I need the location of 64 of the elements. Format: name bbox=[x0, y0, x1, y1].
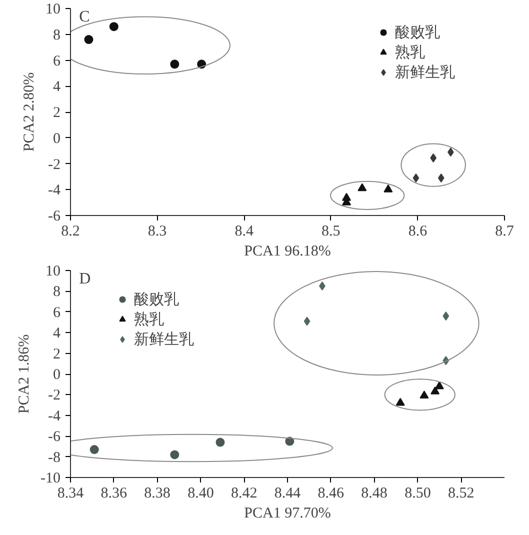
x-tick-label: 8.2 bbox=[61, 224, 80, 240]
point bbox=[412, 173, 420, 182]
y-tick-label: 2 bbox=[53, 105, 60, 121]
x-tick-label: 8.52 bbox=[448, 486, 474, 502]
y-tick-label: 2 bbox=[53, 346, 60, 362]
x-tick-label: 8.42 bbox=[230, 486, 258, 502]
x-tick-label: 8.3 bbox=[148, 224, 167, 240]
y-tick-label: -4 bbox=[48, 182, 61, 199]
y-tick-label: 6 bbox=[53, 53, 61, 70]
x-tick-label: 8.4 bbox=[234, 224, 254, 240]
y-tick-label: -6 bbox=[48, 429, 61, 446]
point bbox=[216, 438, 225, 447]
x-tick-label: 8.36 bbox=[100, 486, 128, 502]
x-tick-label: 8.44 bbox=[274, 486, 302, 502]
point bbox=[438, 173, 444, 182]
point bbox=[430, 386, 440, 394]
y-tick-label: -6 bbox=[48, 208, 61, 224]
legend-label: 酸败乳 bbox=[395, 22, 441, 42]
point bbox=[434, 381, 444, 390]
annotation: D bbox=[79, 270, 91, 288]
x-tick-label: 8.7 bbox=[495, 224, 514, 240]
point bbox=[396, 398, 405, 406]
x-tick-label: 8.34 bbox=[57, 486, 84, 502]
annotation: C bbox=[79, 8, 90, 26]
point bbox=[90, 445, 99, 454]
x-tick-label: 8.6 bbox=[408, 224, 428, 240]
y-tick-label: -8 bbox=[48, 450, 61, 466]
y-tick-label: -2 bbox=[48, 388, 61, 404]
point bbox=[170, 450, 180, 460]
x-tick-label: 8.38 bbox=[144, 486, 170, 502]
y-tick-label: 8 bbox=[53, 27, 60, 44]
y-tick-label: -2 bbox=[48, 156, 61, 173]
y-axis-title: PCA2 1.86% bbox=[16, 334, 33, 414]
y-axis-title: PCA2 2.80% bbox=[22, 72, 38, 152]
legend-label: 新鲜生乳 bbox=[395, 62, 456, 82]
y-tick-label: 10 bbox=[46, 2, 60, 18]
y-tick-label: 6 bbox=[53, 304, 61, 321]
point bbox=[384, 184, 393, 192]
legend-label: 熟乳 bbox=[395, 42, 426, 62]
point bbox=[109, 22, 118, 32]
point bbox=[170, 60, 180, 69]
x-tick-label: 8.46 bbox=[318, 486, 345, 502]
y-tick-label: 0 bbox=[53, 130, 60, 147]
y-tick-label: 10 bbox=[46, 264, 60, 280]
y-tick-label: -10 bbox=[40, 470, 61, 486]
x-tick-label: 8.48 bbox=[361, 486, 388, 502]
y-tick-label: 4 bbox=[53, 326, 61, 342]
point bbox=[84, 35, 94, 44]
point bbox=[304, 316, 310, 326]
x-axis-title: PCA1 96.18% bbox=[244, 244, 331, 260]
x-tick-label: 8.50 bbox=[404, 486, 431, 502]
legend-label: 熟乳 bbox=[134, 310, 165, 328]
y-tick-label: 4 bbox=[53, 79, 61, 96]
legend-label: 新鲜生乳 bbox=[134, 330, 195, 348]
point bbox=[442, 312, 450, 321]
point bbox=[358, 183, 367, 192]
y-tick-label: 0 bbox=[53, 367, 60, 383]
x-tick-label: 8.40 bbox=[188, 486, 214, 502]
legend-label: 酸败乳 bbox=[134, 290, 180, 308]
x-tick-label: 8.5 bbox=[322, 224, 340, 240]
point bbox=[420, 390, 429, 399]
y-tick-label: 8 bbox=[53, 284, 60, 300]
y-tick-label: -4 bbox=[48, 408, 61, 424]
x-axis-title: PCA1 97.70% bbox=[244, 506, 331, 522]
